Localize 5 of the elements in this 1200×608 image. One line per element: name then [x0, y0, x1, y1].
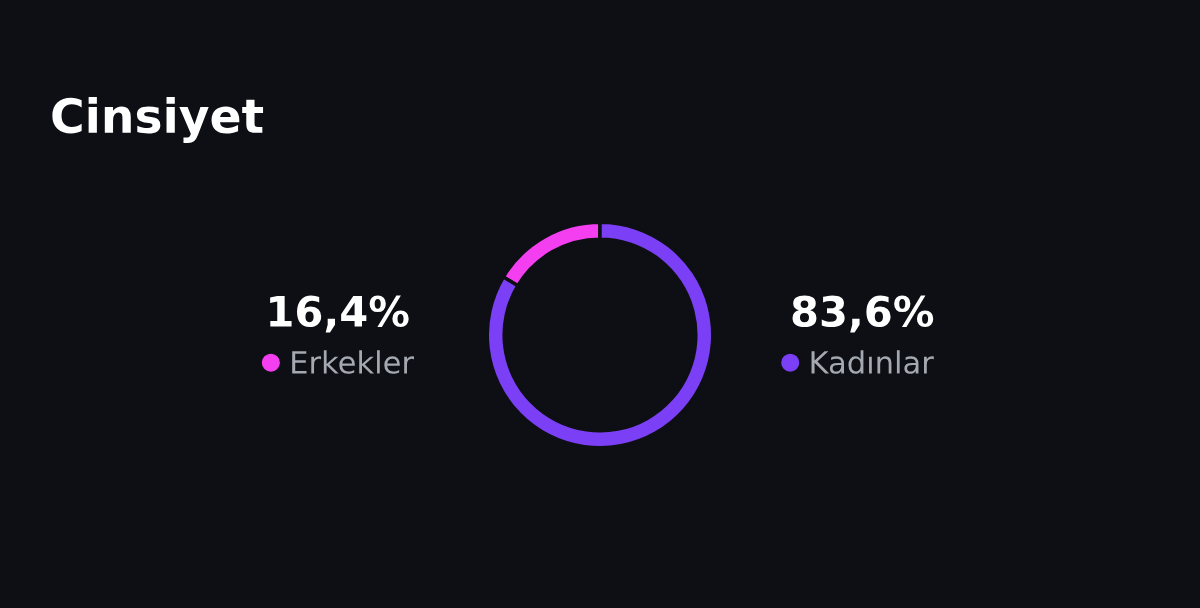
legend-label: Kadınlar — [811, 350, 934, 374]
legend-label: Erkekler — [292, 350, 414, 374]
data-label: 16,4% — [270, 295, 409, 333]
chart-title: Cinsiyet — [52, 96, 264, 144]
data-label: 83,6% — [792, 295, 934, 333]
